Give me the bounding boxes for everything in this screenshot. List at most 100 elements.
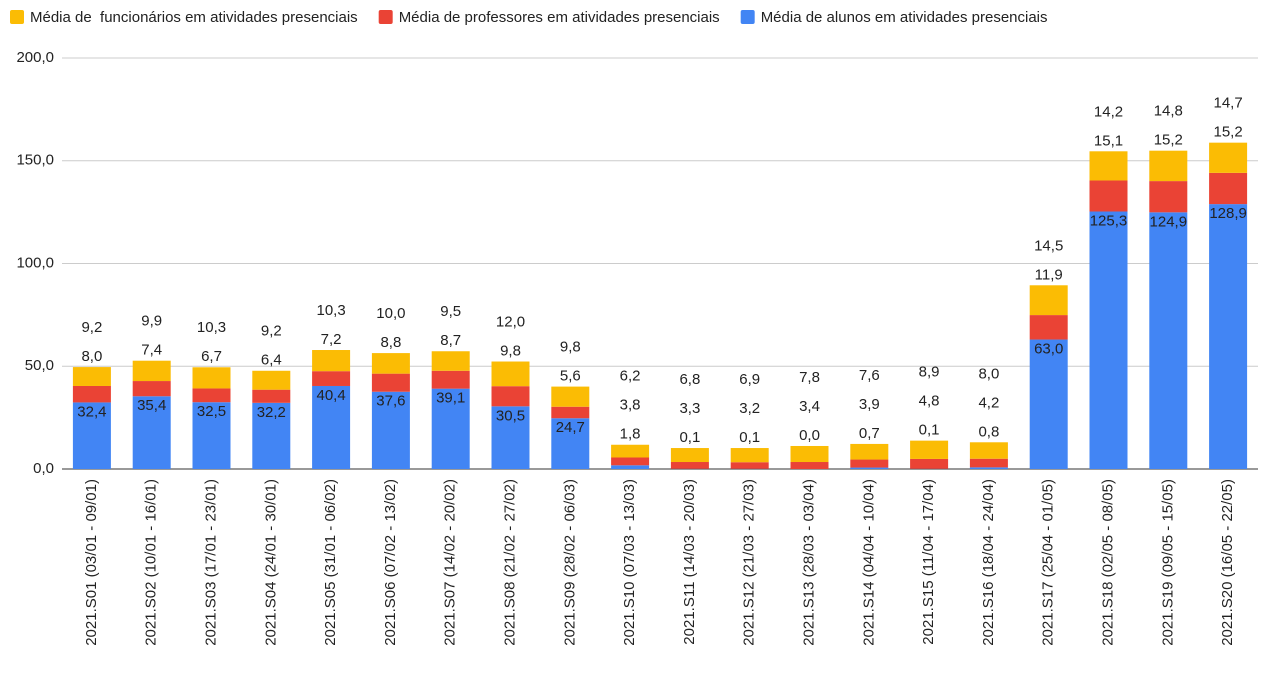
legend-label: Média de funcionários em atividades pres… (30, 9, 358, 26)
value-label: 63,0 (1034, 341, 1063, 358)
value-label: 1,8 (620, 426, 641, 443)
x-tick-label: 2021.S19 (09/05 - 15/05) (1159, 479, 1176, 646)
bar-segment (132, 381, 171, 397)
bar-segment (72, 385, 111, 403)
bar-segment (1149, 181, 1188, 213)
x-tick-label: 2021.S02 (10/01 - 16/01) (143, 479, 160, 646)
bar-segment (72, 367, 111, 386)
bar-segment (252, 370, 291, 390)
value-label: 10,3 (197, 319, 226, 336)
x-tick-label: 2021.S11 (14/03 - 20/03) (681, 479, 698, 645)
legend-label: Média de alunos em atividades presenciai… (761, 9, 1048, 26)
value-label: 9,9 (141, 313, 162, 330)
bar-segment (1209, 204, 1248, 469)
value-label: 30,5 (496, 407, 525, 424)
bar-segment (132, 360, 171, 382)
legend-swatch (740, 10, 755, 24)
bar-segment (312, 350, 351, 372)
bar-segment (72, 402, 111, 469)
bar-segment (969, 467, 1008, 469)
value-label: 8,7 (440, 332, 461, 349)
value-label: 3,9 (859, 396, 880, 413)
bar-segment (611, 444, 650, 458)
bar-segment (431, 351, 470, 371)
bar-segment (431, 370, 470, 389)
bar-segment (969, 442, 1008, 459)
value-label: 3,3 (679, 400, 700, 417)
bar-segment (850, 467, 889, 469)
value-label: 12,0 (496, 313, 525, 330)
value-label: 32,4 (77, 403, 106, 420)
y-tick-label: 50,0 (25, 357, 54, 374)
bar-segment (371, 373, 410, 392)
bar-segment (312, 385, 351, 469)
value-label: 124,9 (1150, 213, 1188, 230)
value-label: 37,6 (376, 393, 405, 410)
value-label: 15,1 (1094, 132, 1123, 149)
value-label: 14,2 (1094, 103, 1123, 120)
bar-segment (1029, 285, 1068, 316)
value-label: 32,2 (257, 404, 286, 421)
value-label: 10,0 (376, 305, 405, 322)
bar-segment (551, 418, 590, 469)
x-tick-label: 2021.S10 (07/03 - 13/03) (621, 479, 638, 646)
legend-swatch (10, 10, 24, 24)
value-label: 125,3 (1090, 212, 1128, 229)
x-tick-label: 2021.S20 (16/05 - 22/05) (1219, 479, 1236, 646)
x-tick-label: 2021.S16 (18/04 - 24/04) (980, 479, 997, 646)
value-label: 7,2 (321, 331, 342, 348)
bar-segment (312, 371, 351, 386)
legend-swatch (378, 10, 393, 24)
value-label: 14,5 (1034, 237, 1063, 254)
bar-segment (1089, 211, 1128, 470)
legend-label: Média de professores em atividades prese… (399, 9, 720, 26)
value-label: 0,7 (859, 425, 880, 442)
value-label: 14,8 (1154, 103, 1183, 120)
bar-segment (910, 458, 949, 469)
bar-segment (431, 388, 470, 469)
bar-segment (850, 459, 889, 468)
bar-segment (611, 457, 650, 466)
bar-segment (730, 448, 769, 463)
x-tick-label: 2021.S12 (21/03 - 27/03) (741, 479, 758, 646)
value-label: 9,2 (261, 323, 282, 340)
value-label: 32,5 (197, 403, 226, 420)
value-label: 4,2 (978, 394, 999, 411)
value-label: 6,4 (261, 352, 282, 369)
bar-segment (132, 396, 171, 469)
value-label: 3,4 (799, 398, 820, 415)
value-label: 6,8 (679, 371, 700, 388)
x-tick-label: 2021.S01 (03/01 - 09/01) (83, 479, 100, 646)
value-label: 4,8 (919, 393, 940, 410)
bar-segment (491, 406, 530, 469)
bar-segment (1149, 150, 1188, 182)
value-label: 5,6 (560, 368, 581, 385)
x-tick-label: 2021.S14 (04/04 - 10/04) (860, 479, 877, 646)
x-tick-label: 2021.S05 (31/01 - 06/02) (322, 479, 339, 646)
value-label: 3,2 (739, 400, 760, 417)
y-tick-label: 0,0 (33, 460, 54, 477)
bar-segment (371, 391, 410, 469)
x-tick-label: 2021.S06 (07/02 - 13/02) (382, 479, 399, 646)
y-tick-label: 100,0 (16, 254, 54, 271)
value-label: 14,7 (1213, 95, 1242, 112)
bar-segment (1029, 339, 1068, 469)
bar-segment (192, 402, 231, 469)
value-label: 15,2 (1213, 124, 1242, 141)
bar-segment (1029, 315, 1068, 340)
bar-segment (850, 443, 889, 460)
bar-segment (611, 465, 650, 469)
value-label: 9,8 (500, 342, 521, 359)
value-label: 8,8 (380, 334, 401, 351)
x-tick-label: 2021.S04 (24/01 - 30/01) (262, 479, 279, 646)
y-tick-label: 150,0 (16, 152, 54, 169)
bar-segment (192, 388, 231, 403)
x-tick-label: 2021.S18 (02/05 - 08/05) (1099, 479, 1116, 646)
value-label: 39,1 (436, 390, 465, 407)
value-label: 11,9 (1035, 266, 1063, 283)
value-label: 0,1 (919, 422, 940, 439)
value-label: 24,7 (556, 419, 585, 436)
x-tick-label: 2021.S08 (21/02 - 27/02) (501, 479, 518, 646)
value-label: 40,4 (316, 387, 345, 404)
